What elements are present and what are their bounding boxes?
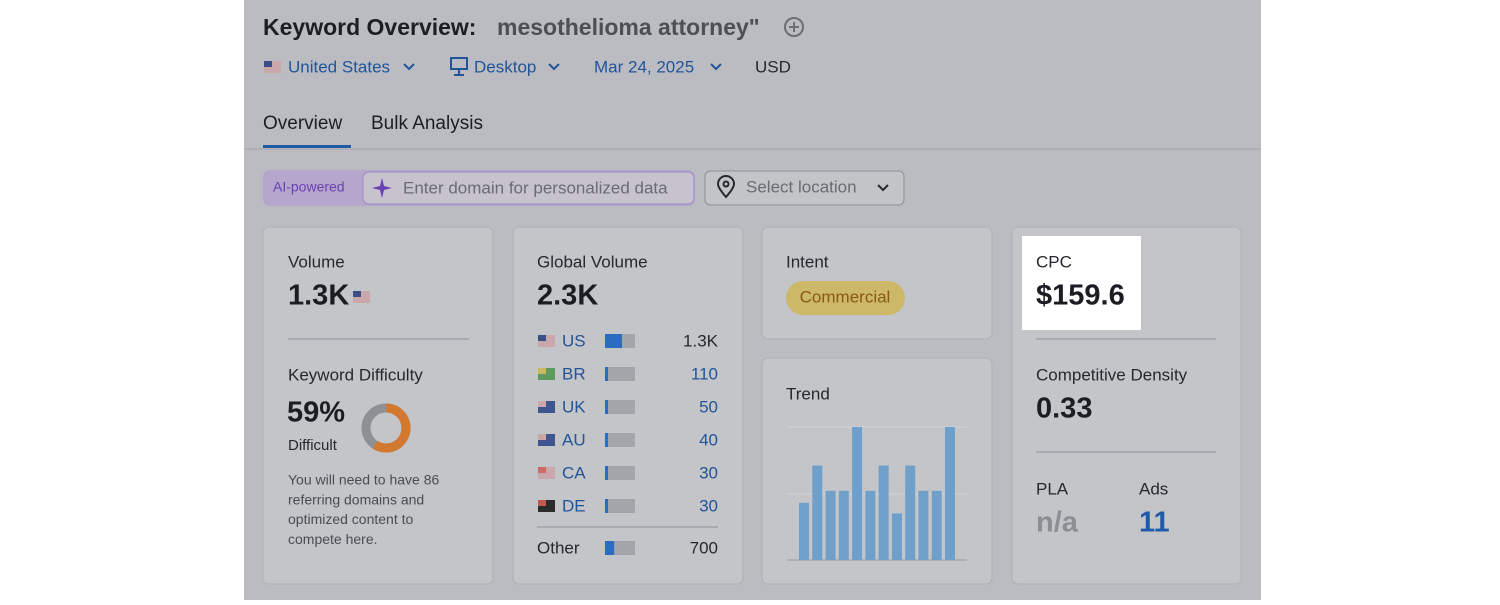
note-line: compete here. <box>288 531 378 547</box>
pla-label: PLA <box>1036 479 1069 498</box>
chevron <box>548 63 560 71</box>
trend-bar <box>825 490 836 560</box>
trend-label: Trend <box>786 384 830 403</box>
ai-badge: AI-powered <box>273 179 345 195</box>
tab[interactable]: Bulk Analysis <box>371 113 483 134</box>
trend-bar <box>878 465 889 560</box>
chevron <box>877 184 889 192</box>
us-flag <box>353 291 370 303</box>
global-value: 2.3K <box>537 280 598 312</box>
flag-part <box>538 401 546 407</box>
kd-value: 59% <box>287 397 345 429</box>
location-select[interactable] <box>704 170 905 206</box>
country-volume: 30 <box>699 463 718 482</box>
intent-label: Intent <box>786 252 829 271</box>
kd-note: You will need to have 86 referring domain… <box>288 472 439 547</box>
volume-label: Volume <box>288 252 345 271</box>
location-placeholder: Select location <box>746 177 857 196</box>
cd-label: Competitive Density <box>1036 365 1188 384</box>
intent-value: Commercial <box>800 287 891 306</box>
cpc-value: $159.6 <box>1036 280 1125 312</box>
bar-track <box>605 400 635 414</box>
trend-bar <box>905 465 916 560</box>
pin-icon <box>716 175 736 199</box>
volume-bar <box>605 499 608 513</box>
note-line: You will need to have 86 <box>288 472 439 488</box>
country-code: CA <box>562 463 586 482</box>
country-volume: 30 <box>699 496 718 515</box>
flag-part <box>538 500 546 506</box>
page-title: Keyword Overview: <box>263 14 476 40</box>
pla-value: n/a <box>1036 507 1079 539</box>
country-volume: 700 <box>690 538 718 557</box>
bar-track <box>605 367 635 381</box>
country-code: DE <box>562 496 586 515</box>
bar-track <box>605 499 635 513</box>
trend-bar <box>865 490 876 560</box>
date-filter[interactable]: Mar 24, 2025 <box>594 57 694 76</box>
other-label: Other <box>537 538 580 557</box>
volume-bar <box>605 433 608 447</box>
kd-label: Keyword Difficulty <box>288 365 423 384</box>
trend-bar <box>852 427 863 560</box>
note-line: optimized content to <box>288 511 414 527</box>
flag-part <box>538 335 546 341</box>
currency: USD <box>755 57 791 76</box>
tab-underline <box>263 145 351 148</box>
domain-input[interactable] <box>362 171 695 205</box>
trend-bar <box>931 490 942 560</box>
trend-bar <box>945 427 955 560</box>
country-volume: 1.3K <box>683 331 719 350</box>
device-filter[interactable]: Desktop <box>474 57 536 76</box>
trend-bar <box>812 465 823 560</box>
volume-bar <box>605 541 615 555</box>
cpc-label: CPC <box>1036 252 1072 271</box>
country-code: AU <box>562 430 586 449</box>
volume-bar <box>605 367 608 381</box>
country-volume: 40 <box>699 430 718 449</box>
flag-part <box>538 434 546 440</box>
chevron <box>710 63 722 71</box>
country-code: UK <box>562 397 586 416</box>
chevron <box>403 63 415 71</box>
bar-track <box>605 433 635 447</box>
trend-bar <box>891 513 902 560</box>
flag-part <box>538 467 546 473</box>
domain-placeholder: Enter domain for personalized data <box>403 178 668 197</box>
country-filter[interactable]: United States <box>288 57 390 76</box>
volume-bar <box>605 466 608 480</box>
ads-value[interactable]: 11 <box>1139 507 1170 539</box>
note-line: referring domains and <box>288 491 424 507</box>
ads-label: Ads <box>1139 479 1168 498</box>
bar-track <box>605 466 635 480</box>
desktop-icon <box>450 57 468 76</box>
volume-value: 1.3K <box>288 280 349 312</box>
country-volume: 110 <box>691 364 718 383</box>
country-volume: 50 <box>699 397 718 416</box>
kd-level: Difficult <box>288 437 338 454</box>
sparkle-icon <box>372 178 392 198</box>
country-flag <box>264 61 281 73</box>
donut-arc <box>361 403 411 453</box>
cd-value: 0.33 <box>1036 393 1092 425</box>
country-code: US <box>562 331 586 350</box>
trend-bar <box>799 502 809 560</box>
volume-bar <box>605 400 608 414</box>
cpc-highlight <box>1022 236 1141 330</box>
flag-part <box>538 368 546 374</box>
global-label: Global Volume <box>537 252 648 271</box>
keyword: mesothelioma attorney" <box>497 14 760 40</box>
country-code: BR <box>562 364 586 383</box>
tab[interactable]: Overview <box>263 113 342 134</box>
add-icon[interactable] <box>784 17 804 37</box>
intent-pill <box>786 281 905 315</box>
volume-bar <box>605 334 622 348</box>
trend-bar <box>918 490 929 560</box>
trend-bar <box>838 490 849 560</box>
